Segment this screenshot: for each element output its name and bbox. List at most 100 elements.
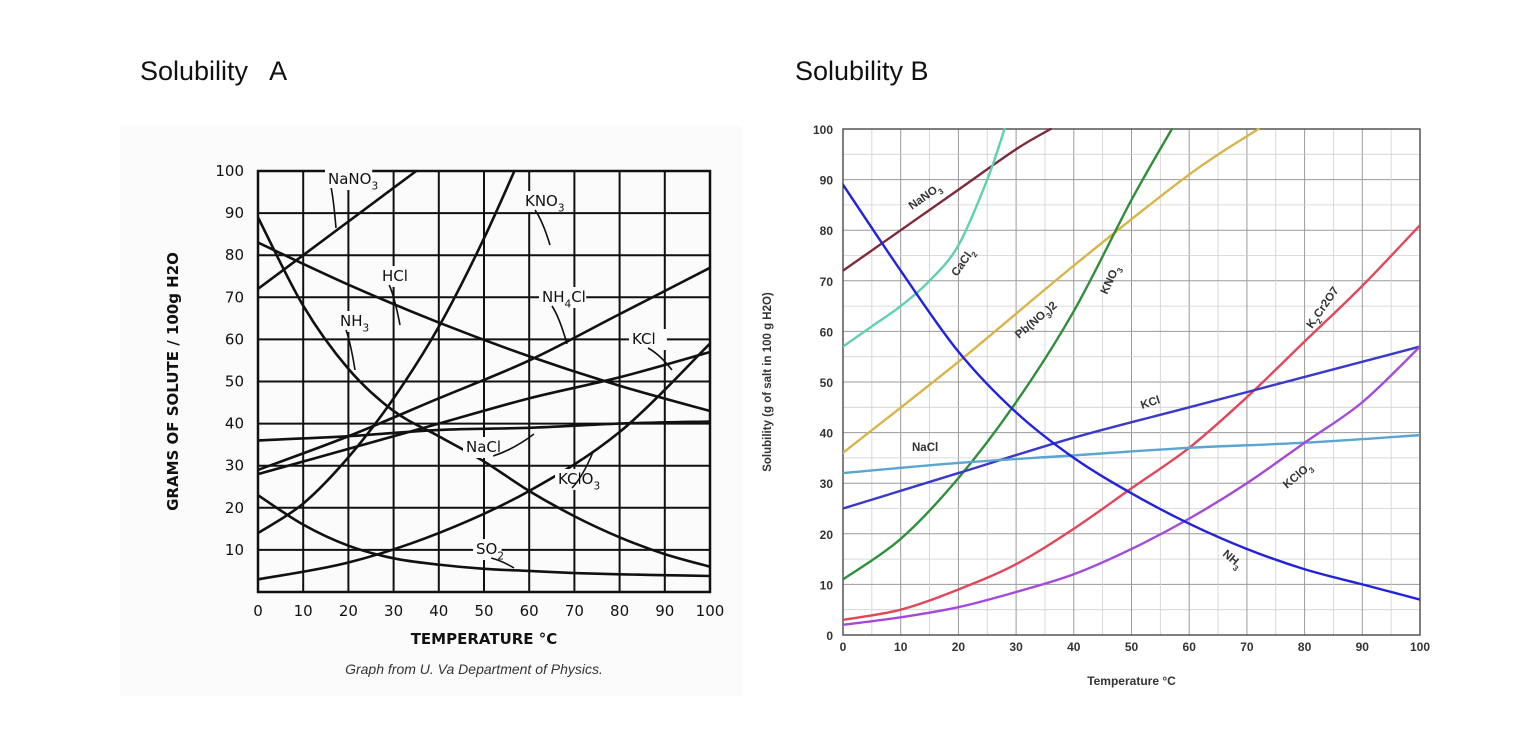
y-tick-label: 100 <box>215 162 244 180</box>
y-tick-label: 30 <box>820 477 834 491</box>
label-pointer-kno3 <box>534 209 551 246</box>
series-label-text: SO2 <box>476 540 504 562</box>
y-axis-title: GRAMS OF SOLUTE / 100g H2O <box>164 252 182 511</box>
x-tick-label: 40 <box>1067 640 1081 654</box>
y-tick-label: 90 <box>820 174 834 188</box>
series-label-bg <box>522 191 560 212</box>
y-axis-title: Solubility (g of salt in 100 g H2O) <box>762 292 774 472</box>
series-line-kclo3 <box>843 345 1420 627</box>
y-tick-label: 50 <box>225 373 244 391</box>
label-pointer-kclo3 <box>571 451 594 489</box>
series-label-subscript: 3 <box>1044 311 1054 321</box>
series-label-subscript: 3 <box>1307 465 1317 475</box>
y-tick-label: 0 <box>826 629 833 643</box>
x-axis-title: Temperature °C <box>1087 674 1176 688</box>
series-line-hcl <box>258 241 710 413</box>
series-line-kno3 <box>843 128 1174 581</box>
plot-frame <box>842 128 1421 636</box>
series-label-bg <box>379 266 417 287</box>
series-label-text: NaNO3 <box>328 170 378 192</box>
x-tick-label: 50 <box>474 602 493 620</box>
series-label-nacl: NaCl <box>912 442 938 454</box>
series-label-text: KClO3 <box>558 470 600 492</box>
series-label-text: NH4Cl <box>542 288 586 310</box>
series-label-subscript: 3 <box>363 322 370 334</box>
x-tick-label: 20 <box>339 602 358 620</box>
chart-b-series <box>843 128 1420 627</box>
series-label-so2: SO2 <box>473 539 504 562</box>
series-label-nacl: NaCl <box>463 437 511 458</box>
series-label-subscript: 2 <box>1314 316 1324 325</box>
chart-caption: Graph from U. Va Department of Physics. <box>345 661 603 677</box>
series-label-text: NaCl <box>912 442 938 454</box>
x-tick-label: 30 <box>384 602 403 620</box>
chart-b-panel: 0 10 20 30 40 50 60 70 80 90 100 0 10 20 30 40 50 60 70 80 9… <box>757 103 1450 698</box>
chart-a-heading: Solubility A <box>140 56 288 86</box>
x-tick-label: 60 <box>520 602 539 620</box>
series-label-text: NH3 <box>340 312 369 334</box>
x-tick-label: 0 <box>253 602 263 620</box>
x-tick-label: 100 <box>1410 640 1430 654</box>
series-label-subscript: 3 <box>1115 266 1125 274</box>
x-tick-label: 80 <box>1298 640 1312 654</box>
y-tick-label: 90 <box>225 204 244 222</box>
chart-b-grid <box>842 103 1450 636</box>
series-line-kno3 <box>258 170 517 535</box>
x-tick-label: 80 <box>610 602 629 620</box>
series-label-subscript: 2 <box>497 550 504 562</box>
series-label-tail: Cr2O7 <box>1312 285 1342 320</box>
series-line-nh3 <box>258 216 710 569</box>
y-tick-label: 40 <box>820 427 834 441</box>
series-line-nh3 <box>843 183 1420 601</box>
y-tick-label: 10 <box>225 541 244 559</box>
y-tick-label: 60 <box>820 325 834 339</box>
series-label-subscript: 3 <box>558 202 565 214</box>
series-label-nh3: NH3 <box>1218 548 1244 573</box>
series-label-kno3: KNO3 <box>522 191 565 214</box>
series-label-nano3: NaNO3 <box>907 181 946 215</box>
series-label-text: NH3 <box>1218 548 1244 573</box>
chart-a-panel: 0 10 20 30 40 50 60 70 80 90 100 10 20 30 40 50 60 70 80 90… <box>120 126 742 696</box>
series-label-text: HCl <box>382 267 408 285</box>
label-pointer-kcl <box>647 347 673 371</box>
chart-a-series <box>258 170 710 581</box>
x-tick-label: 50 <box>1125 640 1139 654</box>
x-tick-label: 60 <box>1183 640 1197 654</box>
series-label-text: KCl <box>1139 394 1162 412</box>
y-tick-label: 70 <box>225 288 244 306</box>
series-label-kcl: KCl <box>629 329 667 350</box>
chart-b-svg: 0 10 20 30 40 50 60 70 80 90 100 0 10 20 30 40 50 60 70 80 9… <box>762 103 1450 688</box>
y-tick-label: 10 <box>820 578 834 592</box>
series-label-nh4cl: NH4Cl <box>539 287 587 310</box>
series-line-kcl <box>843 345 1420 510</box>
series-label-tail: Cl <box>571 288 586 306</box>
x-tick-label: 90 <box>655 602 674 620</box>
series-label-hcl: HCl <box>379 266 417 287</box>
series-label-bg <box>629 329 667 350</box>
series-line-kcl <box>258 350 710 476</box>
series-label-subscript: 3 <box>371 180 378 192</box>
x-tick-label: 70 <box>565 602 584 620</box>
series-label-bg <box>539 287 587 308</box>
series-line-cacl2 <box>843 128 1006 348</box>
series-line-nacl <box>843 433 1420 475</box>
y-tick-label: 50 <box>820 376 834 390</box>
series-label-subscript: 3 <box>1231 563 1241 573</box>
series-label-text: NaNO3 <box>907 181 946 215</box>
series-label-text: KClO3 <box>1281 460 1317 493</box>
series-line-k2cr2o7 <box>843 223 1420 622</box>
series-label-subscript: 2 <box>970 250 980 259</box>
x-tick-label: 30 <box>1009 640 1023 654</box>
series-label-kcl: KCl <box>1139 394 1162 412</box>
series-label-nh3: NH3 <box>337 311 369 334</box>
x-tick-label: 40 <box>429 602 448 620</box>
y-tick-label: 30 <box>225 457 244 475</box>
series-label-text: KNO3 <box>525 192 565 214</box>
series-line-nh4cl <box>258 266 710 472</box>
y-tick-label: 20 <box>225 499 244 517</box>
series-line-pb-no3-2 <box>843 128 1260 455</box>
plot-frame <box>256 169 712 594</box>
x-axis-title: TEMPERATURE °C <box>411 630 558 648</box>
series-label-subscript: 3 <box>936 186 945 196</box>
series-label-text: KCl <box>632 330 656 348</box>
